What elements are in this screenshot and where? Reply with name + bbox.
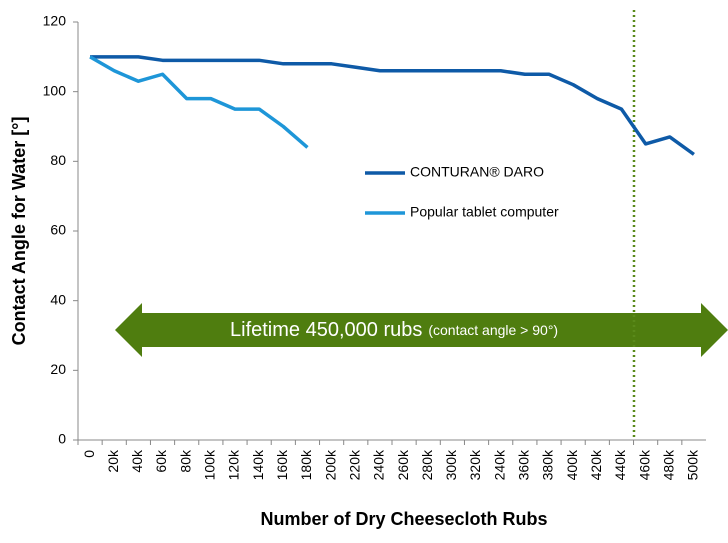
- x-tick-label: 380k: [540, 449, 556, 480]
- x-tick-label: 480k: [660, 449, 676, 480]
- y-tick-label: 100: [43, 82, 67, 98]
- y-tick-label: 80: [50, 152, 66, 168]
- x-tick-label: 400k: [564, 449, 580, 480]
- x-tick-label: 80k: [177, 449, 193, 473]
- series-line: [90, 55, 695, 156]
- x-tick-label: 160k: [274, 449, 290, 480]
- x-axis-title: Number of Dry Cheesecloth Rubs: [260, 509, 547, 529]
- x-tick-label: 460k: [636, 449, 652, 480]
- x-tick-label: 60k: [153, 449, 169, 473]
- series-line: [89, 55, 309, 149]
- x-tick-label: 280k: [419, 449, 435, 480]
- x-tick-label: 300k: [443, 449, 459, 480]
- x-tick-label: 180k: [298, 449, 314, 480]
- x-tick-label: 240k: [371, 449, 387, 480]
- legend-label: CONTURAN® DARO: [410, 164, 544, 180]
- y-tick-label: 60: [50, 222, 66, 238]
- x-tick-label: 120k: [226, 449, 242, 480]
- annotation-subtext: (contact angle > 90°): [428, 322, 558, 338]
- x-tick-label: 220k: [346, 449, 362, 480]
- x-tick-label: 20k: [105, 449, 121, 473]
- y-tick-label: 40: [50, 291, 66, 307]
- x-tick-label: 140k: [250, 449, 266, 480]
- lifetime-arrow: [115, 303, 728, 357]
- x-tick-label: 320k: [467, 449, 483, 480]
- y-tick-label: 20: [50, 361, 66, 377]
- x-tick-label: 500k: [685, 449, 701, 480]
- annotation-text: Lifetime 450,000 rubs: [230, 319, 422, 341]
- annotation: Lifetime 450,000 rubs (contact angle > 90…: [230, 319, 558, 341]
- x-tick-label: 420k: [588, 449, 604, 480]
- legend-label: Popular tablet computer: [410, 204, 559, 220]
- y-tick-label: 0: [58, 431, 66, 447]
- y-tick-label: 120: [43, 13, 67, 29]
- x-tick-label: 0: [81, 450, 97, 458]
- x-tick-label: 260k: [395, 449, 411, 480]
- x-tick-label: 200k: [322, 449, 338, 480]
- x-tick-label: 440k: [612, 449, 628, 480]
- x-tick-label: 360k: [516, 449, 532, 480]
- y-axis-title: Contact Angle for Water [°]: [9, 117, 29, 346]
- x-tick-label: 100k: [202, 449, 218, 480]
- x-tick-label: 240k: [491, 449, 507, 480]
- x-tick-label: 40k: [129, 449, 145, 473]
